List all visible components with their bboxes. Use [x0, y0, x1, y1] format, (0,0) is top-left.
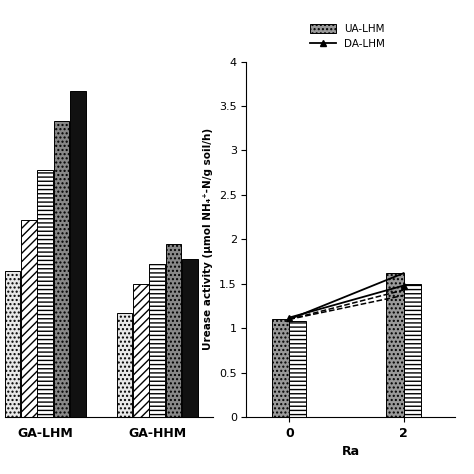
Bar	[182, 259, 198, 417]
Bar	[70, 91, 86, 417]
Bar	[5, 271, 20, 417]
Bar	[37, 170, 53, 417]
Bar	[21, 219, 37, 417]
Bar	[404, 284, 421, 417]
Bar	[117, 313, 132, 417]
Bar	[165, 244, 181, 417]
Bar	[149, 264, 165, 417]
X-axis label: Ra: Ra	[342, 446, 360, 458]
Legend: UA-LHM, DA-LHM: UA-LHM, DA-LHM	[310, 24, 385, 49]
Bar	[133, 284, 149, 417]
Bar	[289, 321, 307, 417]
Bar	[54, 121, 69, 417]
Bar	[272, 319, 289, 417]
Y-axis label: Urease activity (μmol NH₄⁺-N/g soil/h): Urease activity (μmol NH₄⁺-N/g soil/h)	[203, 128, 213, 350]
Bar	[386, 273, 404, 417]
